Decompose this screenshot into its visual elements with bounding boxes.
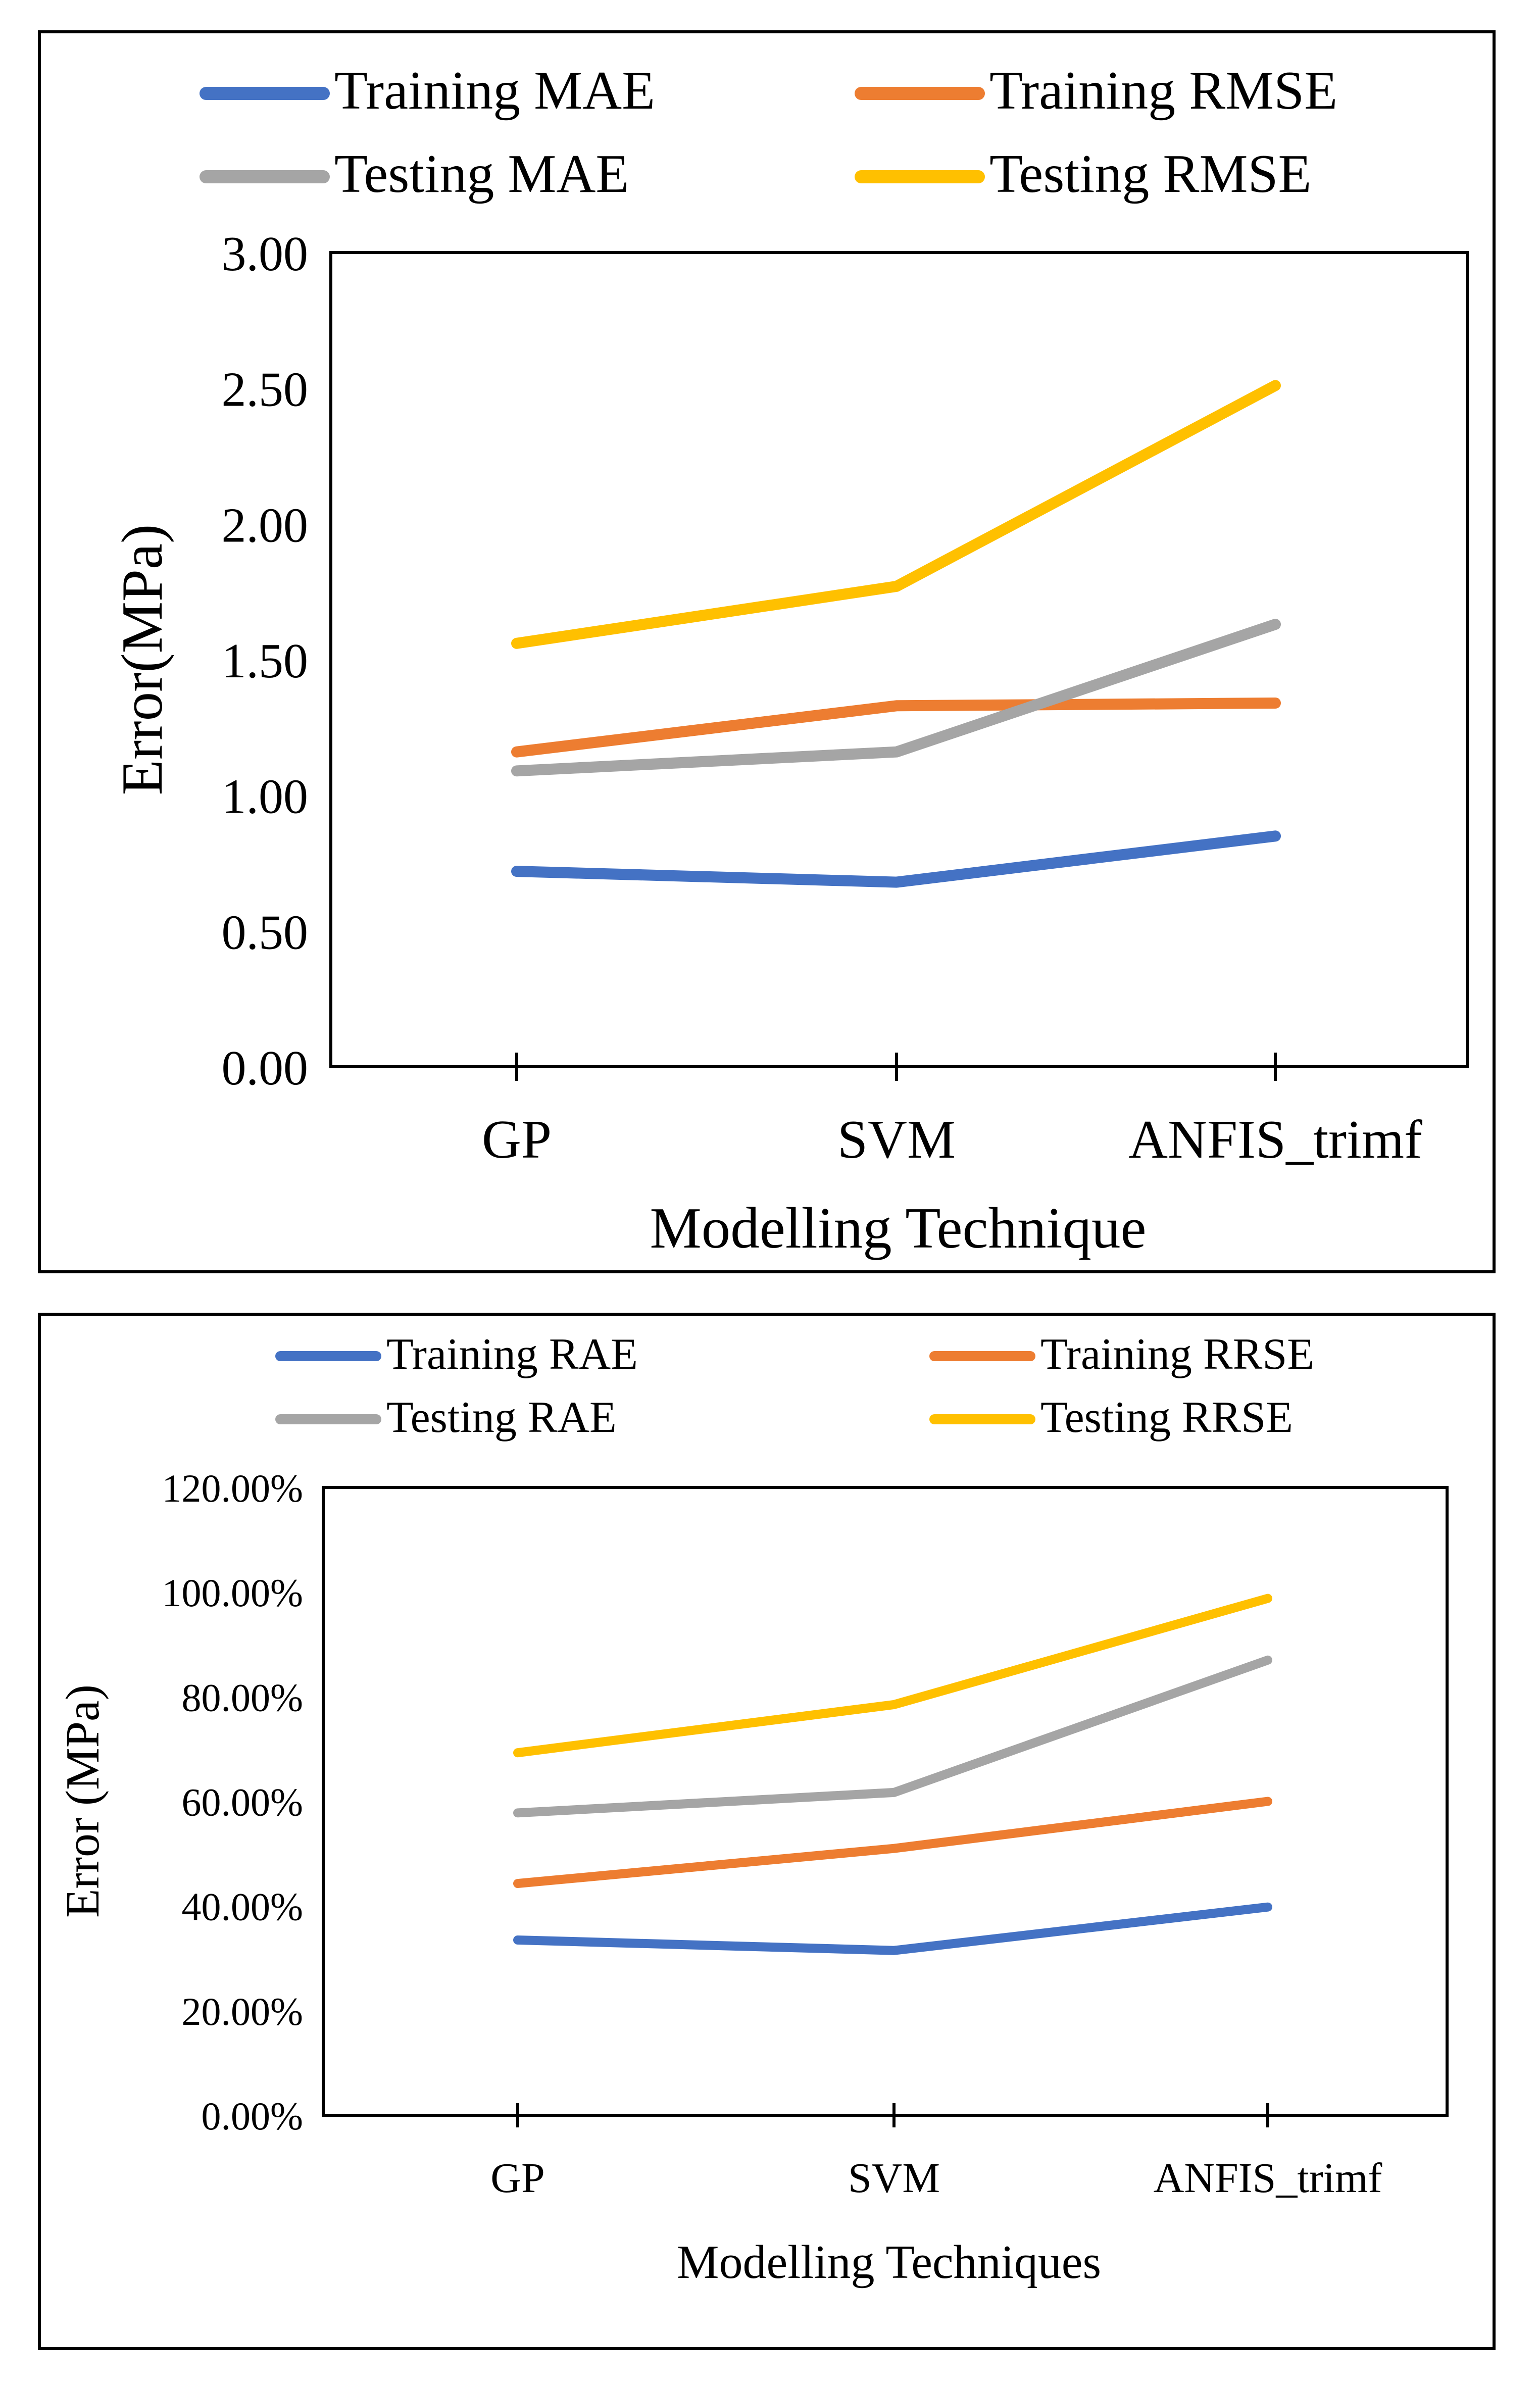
x-tick-label: GP	[482, 1110, 552, 1170]
legend-item-testing-rrse[interactable]: Testing RRSE	[929, 1393, 1293, 1442]
legend-label: Testing RAE	[386, 1393, 617, 1442]
legend-item-training-mae[interactable]: Training MAE	[200, 61, 655, 121]
legend-label: Training RRSE	[1040, 1330, 1314, 1379]
x-tick-label: SVM	[848, 2155, 940, 2202]
x-tick-label: GP	[490, 2155, 544, 2202]
data-series	[511, 380, 1281, 888]
panel-border	[38, 1313, 1496, 2350]
data-series	[513, 1594, 1272, 1955]
x-axis: GP SVM ANFIS_trimf	[482, 1053, 1422, 1170]
legend-item-training-rrse[interactable]: Training RRSE	[929, 1330, 1314, 1379]
y-tick-label: 60.00%	[182, 1780, 303, 1824]
legend-item-testing-mae[interactable]: Testing MAE	[200, 144, 629, 204]
series-line-testing-rrse[interactable]	[513, 1594, 1272, 1758]
legend-item-testing-rmse[interactable]: Testing RMSE	[855, 144, 1312, 204]
y-tick-label: 80.00%	[182, 1675, 303, 1719]
y-tick-label: 1.00	[222, 770, 309, 824]
chart-panel-error-percent: Training RAE Training RRSE Testing RAE T…	[38, 1313, 1496, 2350]
x-axis: GP SVM ANFIS_trimf	[490, 2103, 1382, 2202]
series-line-testing-rae[interactable]	[513, 1655, 1272, 1818]
legend-item-training-rmse[interactable]: Training RMSE	[855, 61, 1337, 121]
legend-label: Training RMSE	[989, 61, 1337, 121]
legend: Training RAE Training RRSE Testing RAE T…	[275, 1330, 1314, 1442]
y-tick-label: 40.00%	[182, 1885, 303, 1929]
x-tick-label: ANFIS_trimf	[1154, 2155, 1382, 2202]
y-axis: 0.00 0.50 1.00 1.50 2.00 2.50 3.00	[222, 227, 309, 1096]
x-axis-title: Modelling Technique	[650, 1196, 1146, 1260]
x-axis-title: Modelling Techniques	[677, 2236, 1101, 2289]
y-tick-label: 0.50	[222, 905, 309, 960]
legend-label: Testing RRSE	[1040, 1393, 1293, 1442]
series-line-training-rae[interactable]	[513, 1902, 1272, 1955]
y-tick-label: 2.00	[222, 498, 309, 553]
y-tick-label: 120.00%	[162, 1466, 303, 1510]
y-axis-title: Error (MPa)	[57, 1684, 109, 1918]
series-line-training-rrse[interactable]	[513, 1797, 1272, 1889]
x-tick-label: ANFIS_trimf	[1128, 1110, 1422, 1170]
panel-border	[38, 30, 1496, 1273]
legend-item-training-rae[interactable]: Training RAE	[275, 1330, 638, 1379]
y-tick-label: 0.00	[222, 1041, 309, 1096]
y-tick-label: 2.50	[222, 363, 309, 417]
x-tick-label: SVM	[837, 1110, 956, 1170]
legend-label: Training MAE	[334, 61, 655, 121]
y-tick-label: 20.00%	[182, 1990, 303, 2033]
series-line-training-mae[interactable]	[511, 830, 1281, 888]
series-line-testing-mae[interactable]	[511, 619, 1281, 777]
series-line-testing-rmse[interactable]	[511, 380, 1281, 649]
y-tick-label: 1.50	[222, 634, 309, 688]
legend-label: Testing RMSE	[989, 144, 1312, 204]
plot-area	[329, 251, 1469, 1068]
y-tick-label: 3.00	[222, 227, 309, 281]
legend: Training MAE Training RMSE Testing MAE T…	[200, 61, 1337, 204]
legend-item-testing-rae[interactable]: Testing RAE	[275, 1393, 617, 1442]
y-tick-label: 0.00%	[202, 2094, 303, 2138]
y-axis: 0.00% 20.00% 40.00% 60.00% 80.00% 100.00…	[162, 1466, 303, 2138]
legend-label: Testing MAE	[334, 144, 629, 204]
y-axis-title: Error(MPa)	[110, 524, 174, 795]
series-line-training-rmse[interactable]	[511, 698, 1281, 758]
y-tick-label: 100.00%	[162, 1571, 303, 1615]
plot-area	[322, 1486, 1449, 2117]
legend-label: Training RAE	[386, 1330, 638, 1379]
chart-panel-error-mpa: Training MAE Training RMSE Testing MAE T…	[38, 30, 1496, 1273]
